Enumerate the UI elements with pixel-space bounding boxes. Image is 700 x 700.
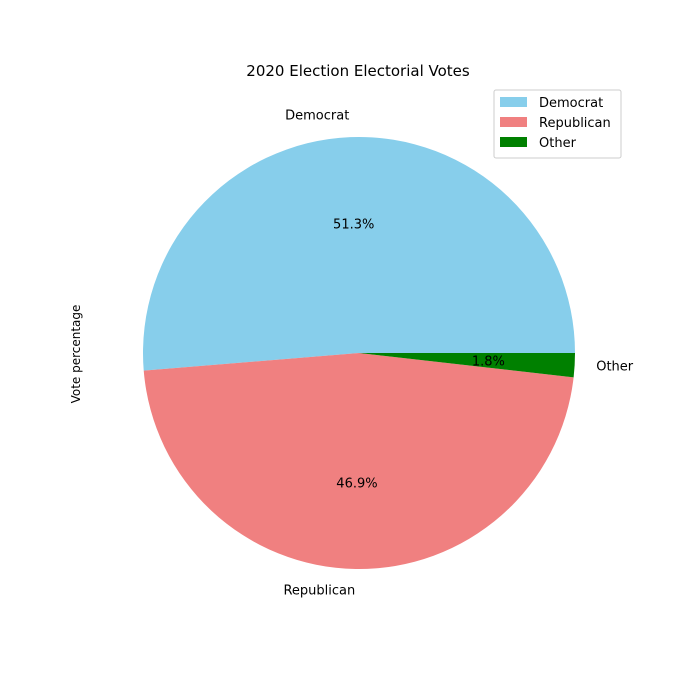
chart-title: 2020 Election Electorial Votes [246, 62, 470, 80]
pct-label-democrat: 51.3% [333, 218, 374, 233]
y-axis-label: Vote percentage [69, 305, 83, 404]
slices-layer [143, 137, 575, 570]
legend-label-republican: Republican [539, 116, 611, 131]
legend: Democrat Republican Other [493, 89, 622, 159]
slice-label-other: Other [596, 359, 634, 374]
pct-label-other: 1.8% [472, 354, 505, 369]
slice-label-republican: Republican [283, 584, 355, 599]
pct-label-republican: 46.9% [336, 477, 377, 492]
pie-slice-republican [143, 353, 574, 570]
legend-label-other: Other [539, 136, 577, 151]
pie-slice-democrat [143, 137, 575, 371]
legend-swatch-democrat [500, 97, 527, 107]
legend-label-democrat: Democrat [539, 96, 603, 111]
legend-swatch-other [500, 137, 527, 147]
legend-entries: Democrat Republican Other [500, 96, 611, 151]
legend-swatch-republican [500, 117, 527, 127]
labels-layer: Democrat 51.3% Republican 46.9% Other 1.8% [283, 109, 633, 599]
pie-slice-other [359, 353, 575, 378]
slice-label-democrat: Democrat [285, 109, 349, 124]
